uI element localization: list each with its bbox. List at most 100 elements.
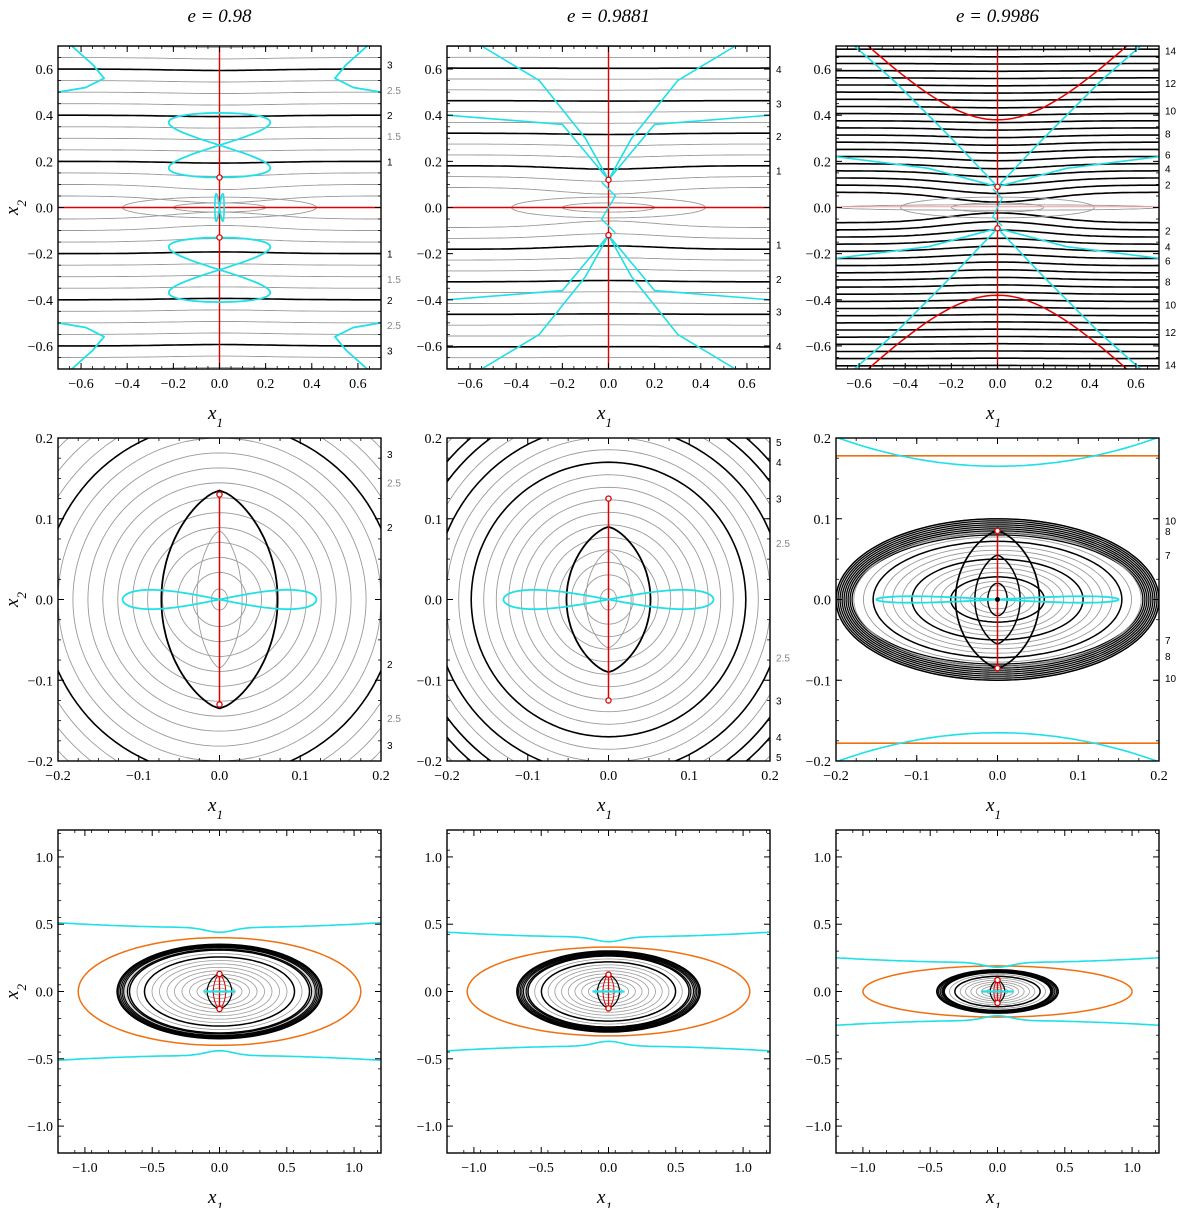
plot-area xyxy=(836,438,1159,761)
x-axis-label: x1 xyxy=(596,795,612,822)
y-tick-label: 0.2 xyxy=(425,432,443,447)
level-curve xyxy=(447,438,770,761)
ticks xyxy=(446,45,771,370)
caustic xyxy=(600,181,617,234)
level-curve xyxy=(136,953,303,1030)
y-tick-label: 0.2 xyxy=(425,155,443,170)
contour-level-label: 7 xyxy=(1165,551,1171,562)
contour-level-label: 2 xyxy=(387,111,393,122)
x-tick-label: 0.4 xyxy=(303,377,321,392)
y-tick-label: 0.6 xyxy=(814,63,832,78)
x-tick-label: 0.4 xyxy=(1081,377,1099,392)
contour-level-label: 8 xyxy=(1165,277,1171,288)
level-curve xyxy=(147,527,292,672)
caustic-outer xyxy=(447,1040,770,1052)
caustic xyxy=(167,236,272,303)
x-tick-label: −0.5 xyxy=(529,1161,554,1176)
level-curve xyxy=(574,976,643,1007)
contour-level-label: 12 xyxy=(1165,79,1177,90)
contour-level-label: 5 xyxy=(776,753,782,764)
x-tick-label: 0.0 xyxy=(600,769,618,784)
level-curve xyxy=(520,511,697,688)
panel-r3-c3: −1.0 −0.5 0.0 0.5 1.0 −1.0 −0.5 0.0 0.5 1.0 x1 xyxy=(806,829,1160,1208)
caustic xyxy=(121,588,318,611)
contour-level-label: 4 xyxy=(1165,164,1171,175)
x-tick-label: 0.0 xyxy=(211,377,229,392)
caustic xyxy=(997,227,1159,260)
x-tick-label: −0.2 xyxy=(823,769,848,784)
contour-level-label: 7 xyxy=(1165,636,1171,647)
y-tick-label: −0.6 xyxy=(28,340,53,355)
cusp-point xyxy=(994,976,1001,984)
panels: −0.6 −0.4 −0.2 0.0 0.2 0.4 0.6 −0.6 −0.4 −0.2 0.0 0… xyxy=(2,45,1177,1208)
contour-level-label: 14 xyxy=(1165,360,1177,371)
level-curve xyxy=(508,499,709,700)
plot-area xyxy=(836,956,1159,1027)
caustic-outer xyxy=(836,438,1159,468)
caustic xyxy=(334,322,381,369)
level-curve xyxy=(841,524,1154,675)
level-curve xyxy=(447,438,770,761)
y-tick-label: −0.1 xyxy=(806,674,831,689)
x-tick-label: 0.0 xyxy=(989,377,1007,392)
y-tick-label: 0.5 xyxy=(425,918,443,933)
caustic xyxy=(607,46,736,181)
x-tick-label: 0.4 xyxy=(692,377,710,392)
contour-level-label: 12 xyxy=(1165,328,1177,339)
caustic xyxy=(58,322,105,369)
level-curve xyxy=(853,532,1142,667)
column-title-3: e = 0.9986 xyxy=(956,6,1040,27)
level-curve xyxy=(72,452,367,747)
contour-level-label: 14 xyxy=(1165,47,1177,58)
cusp-point xyxy=(605,971,612,978)
level-curve xyxy=(570,561,647,638)
contour-level-label: 2 xyxy=(387,523,393,534)
y-tick-label: 0.6 xyxy=(425,63,443,78)
x-tick-label: 0.6 xyxy=(349,377,367,392)
x-tick-label: 0.1 xyxy=(292,769,310,784)
caustic-outer xyxy=(836,1014,1159,1027)
caustic xyxy=(447,234,610,301)
y-tick-label: −0.4 xyxy=(28,294,53,309)
x-tick-label: 1.0 xyxy=(345,1161,363,1176)
center-point xyxy=(995,597,1000,602)
caustic xyxy=(992,188,1003,227)
x-tick-label: 0.2 xyxy=(372,769,390,784)
plot-area xyxy=(58,921,381,1062)
level-curve xyxy=(970,981,1025,1002)
x-axis-label: x1 xyxy=(985,1187,1001,1208)
x-tick-label: 0.0 xyxy=(600,1161,618,1176)
panel-r1-c1: −0.6 −0.4 −0.2 0.0 0.2 0.4 0.6 −0.6 −0.4 −0.2 0.0 0… xyxy=(2,45,401,430)
ticks xyxy=(57,437,382,762)
contour-level-label: 6 xyxy=(1165,257,1171,268)
x-tick-label: 0.5 xyxy=(278,1161,296,1176)
caustic xyxy=(607,234,736,369)
y-tick-label: 0.1 xyxy=(425,513,443,528)
y-tick-label: 0.1 xyxy=(814,513,832,528)
x-tick-label: −1.0 xyxy=(850,1161,875,1176)
y-tick-label: 0.4 xyxy=(36,109,54,124)
level-curve xyxy=(554,967,663,1016)
plot-area xyxy=(58,438,381,761)
contour-level-label: 10 xyxy=(1165,516,1177,527)
x-tick-label: −0.1 xyxy=(904,769,929,784)
cusp-point xyxy=(216,970,223,978)
cusp-point xyxy=(994,664,1001,672)
contour-level-label: 10 xyxy=(1165,107,1177,118)
level-curve xyxy=(581,979,636,1004)
level-curve xyxy=(950,202,1045,213)
level-curve xyxy=(483,474,734,725)
level-curve xyxy=(872,540,1123,659)
y-tick-label: −0.2 xyxy=(28,248,53,263)
x-tick-label: −0.2 xyxy=(434,769,459,784)
contour-level-label: 4 xyxy=(776,733,782,744)
caustic xyxy=(996,46,1142,188)
x-tick-label: −0.1 xyxy=(126,769,151,784)
x-tick-label: −0.4 xyxy=(115,377,140,392)
level-curve xyxy=(116,943,323,1040)
x-tick-label: −0.2 xyxy=(161,377,186,392)
y-tick-label: −0.2 xyxy=(28,755,53,770)
cusp-point xyxy=(994,999,1001,1007)
x-axis-label: x1 xyxy=(207,403,223,430)
